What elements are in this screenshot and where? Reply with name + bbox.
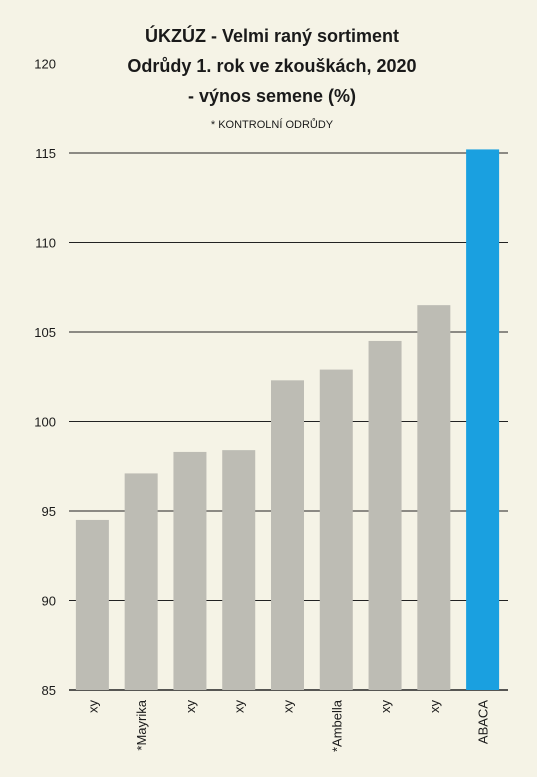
x-category-label: xy: [85, 700, 100, 714]
y-tick-label: 90: [42, 594, 56, 609]
bar-1: [124, 473, 158, 690]
y-tick-label: 105: [34, 325, 56, 340]
bar-5: [319, 369, 353, 690]
bar-8: [466, 149, 500, 691]
x-category-label: xy: [232, 700, 247, 714]
chart-title-line-1: ÚKZÚZ - Velmi raný sortiment: [145, 25, 399, 46]
x-category-label: *Ambella: [329, 699, 344, 752]
bar-3: [222, 450, 256, 690]
y-axis-ticks: 85 90 95 100 105 110 115 120: [34, 57, 56, 699]
y-tick-label: 110: [35, 236, 56, 251]
bars: [75, 149, 500, 691]
y-tick-label: 95: [42, 504, 56, 519]
bar-6: [368, 340, 402, 690]
x-axis-labels: xy *Mayrika xy xy xy *Ambella xy xy ABACA: [85, 699, 490, 752]
x-category-label: xy: [183, 700, 198, 714]
x-category-label: xy: [427, 700, 442, 714]
bar-7: [417, 305, 451, 690]
chart-title-line-2: Odrůdy 1. rok ve zkouškách, 2020: [127, 56, 416, 76]
y-tick-label: 100: [34, 415, 56, 430]
y-tick-label: 115: [35, 146, 56, 161]
bar-4: [271, 380, 304, 690]
y-tick-label: 120: [34, 57, 56, 72]
x-category-label: xy: [281, 700, 296, 714]
chart-title-line-3: - výnos semene (%): [188, 86, 356, 106]
x-category-label: ABACA: [476, 700, 491, 744]
x-category-label: *Mayrika: [134, 699, 149, 750]
bar-2: [173, 451, 207, 690]
control-varieties-note: * KONTROLNÍ ODRŮDY: [211, 118, 334, 131]
x-category-label: xy: [378, 700, 393, 714]
y-tick-label: 85: [42, 683, 56, 698]
bar-0: [75, 519, 109, 690]
chart-title: ÚKZÚZ - Velmi raný sortiment Odrůdy 1. r…: [127, 25, 416, 131]
